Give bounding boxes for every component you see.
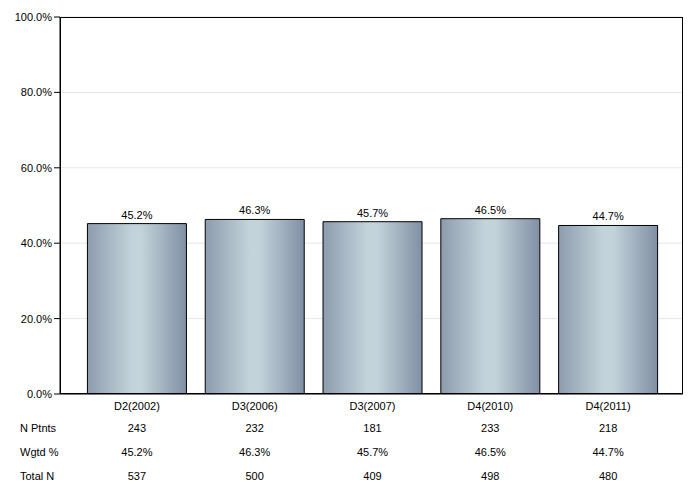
svg-text:D4(2010): D4(2010) [467,400,513,412]
svg-text:D2(2002): D2(2002) [114,400,160,412]
html-text:Total N: Total N [20,470,55,482]
svg-text:0.0%: 0.0% [27,388,52,400]
html-text:500: 500 [245,470,264,482]
svg-text:40.0%: 40.0% [21,237,52,249]
html-text:218: 218 [598,422,618,434]
html-text:46.5%: 46.5% [474,446,506,458]
html-text:44.7%: 44.7% [592,446,624,458]
html-text:233: 233 [481,422,500,434]
svg-text:D3(2007): D3(2007) [350,400,396,412]
svg-text:100.0%: 100.0% [15,11,53,23]
svg-text:D3(2006): D3(2006) [232,400,278,412]
html-text:45.7%: 45.7% [356,446,389,458]
svg-text:60.0%: 60.0% [21,162,52,174]
svg-text:46.3%: 46.3% [239,204,270,216]
svg-text:45.2%: 45.2% [121,209,152,221]
html-text:232: 232 [245,422,264,434]
html-text:181: 181 [363,422,382,434]
html-text:537: 537 [127,470,147,482]
html-text:243: 243 [127,422,147,434]
svg-text:80.0%: 80.0% [21,86,52,98]
html-text:409: 409 [363,470,382,482]
html-text:N Ptnts: N Ptnts [20,422,57,434]
svg-text:D4(2011): D4(2011) [586,400,631,412]
svg-text:46.5%: 46.5% [475,204,506,216]
svg-text:45.7%: 45.7% [357,207,388,219]
html-text:480: 480 [598,470,618,482]
html-text:Wgtd %: Wgtd % [20,446,59,458]
html-text:498: 498 [481,470,500,482]
html-text:46.3%: 46.3% [239,446,271,458]
html-text:45.2%: 45.2% [121,446,153,458]
svg-text:44.7%: 44.7% [593,210,624,222]
svg-text:20.0%: 20.0% [21,313,52,325]
